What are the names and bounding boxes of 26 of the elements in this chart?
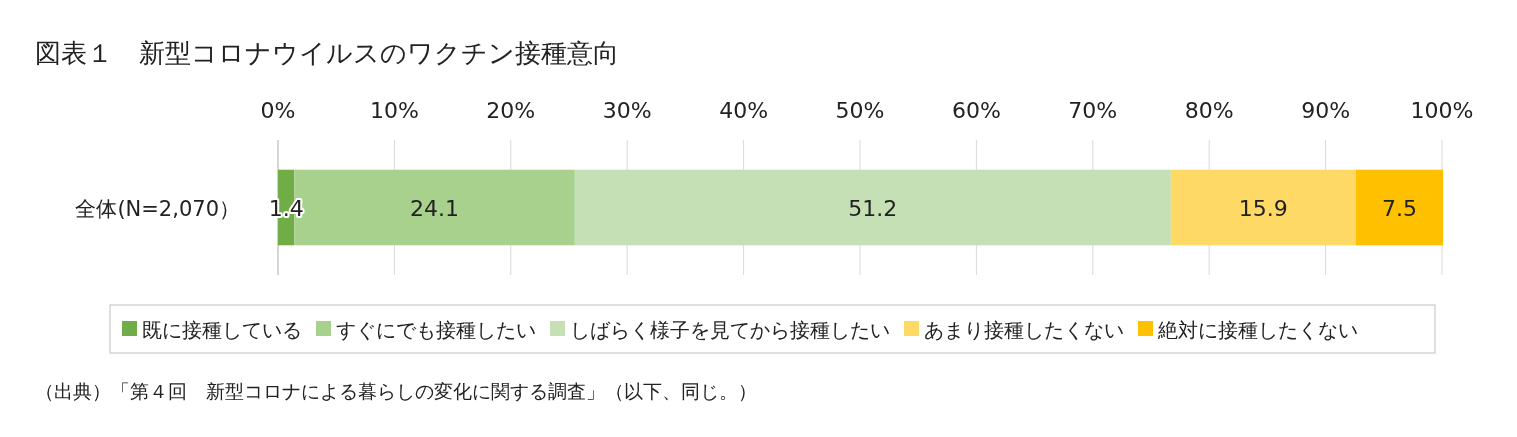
legend-label: あまり接種したくない [924,318,1124,342]
x-tick-label: 80% [1184,98,1234,123]
x-tick-label: 50% [835,98,885,123]
data-label: 15.9 [1238,195,1288,221]
x-tick-label: 100% [1410,98,1474,123]
x-tick-label: 70% [1068,98,1118,123]
bar [574,169,1171,246]
chart-title: 図表１ 新型コロナウイルスのワクチン接種意向 [35,38,619,68]
legend-label: 既に接種している [142,318,302,342]
x-tick-label: 0% [260,98,296,123]
y-tick-label: 全体(N=2,070） [75,196,240,221]
x-tick-label: 20% [486,98,536,123]
x-tick-label: 30% [602,98,652,123]
x-tick-label: 40% [719,98,769,123]
text: （出典）「第４回 新型コロナによる暮らしの変化に関する調査」（以下、同じ。） [35,380,757,402]
x-tick-label: 60% [951,98,1001,123]
legend-label: 絶対に接種したくない [1157,318,1358,342]
legend-label: しばらく様子を見てから接種したい [570,318,890,342]
legend-label: すぐにでも接種したい [336,318,536,342]
data-label: 51.2 [848,195,898,221]
bar [1355,169,1444,246]
x-tick-label: 90% [1301,98,1351,123]
x-tick-label: 10% [369,98,419,123]
data-label: 24.1 [410,195,460,221]
bar [1170,169,1356,246]
data-label: 7.5 [1382,195,1418,221]
